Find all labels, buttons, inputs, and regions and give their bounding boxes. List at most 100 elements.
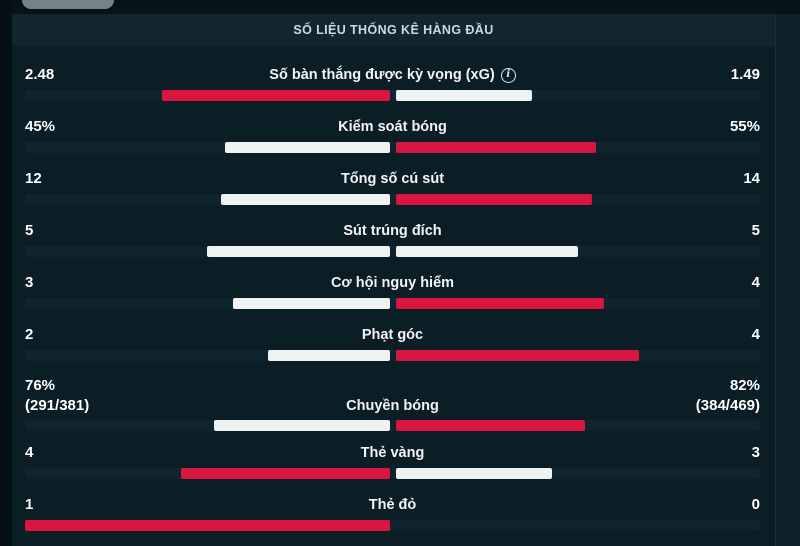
home-bar [233, 298, 390, 309]
home-value: 4 [25, 442, 135, 464]
stat-row-text: 5 Sút trúng đích i 5 [25, 220, 760, 242]
stat-row: 3 Cơ hội nguy hiểm i 4 [25, 272, 760, 324]
home-value: 45% [25, 116, 135, 138]
away-bar [395, 468, 552, 479]
left-edge-strip [0, 0, 12, 546]
stat-label-text: Số bàn thắng được kỳ vọng (xG) [269, 67, 495, 83]
home-bar [221, 194, 390, 205]
home-bar [225, 142, 390, 153]
stat-row-text: 3 Cơ hội nguy hiểm i 4 [25, 272, 760, 294]
away-value-main: 0 [751, 496, 760, 513]
away-bar-area [393, 194, 761, 205]
home-bar-area [25, 246, 393, 257]
stat-bar-track [25, 420, 760, 431]
stat-label-text: Thẻ đỏ [368, 497, 417, 513]
home-bar [207, 246, 390, 257]
home-bar-area [25, 468, 393, 479]
stat-row-text: 2 Phạt góc i 4 [25, 324, 760, 346]
stat-label-text: Phạt góc [361, 327, 424, 343]
stat-row-text: 2.48 Số bàn thắng được kỳ vọng (xG) i 1.… [25, 64, 760, 86]
stat-label: Phạt góc i [135, 324, 650, 346]
home-bar-area [25, 298, 393, 309]
stat-label: Chuyền bóng i [135, 396, 650, 416]
away-value-main: 55% [729, 118, 760, 135]
away-value-main: 4 [751, 326, 760, 343]
away-value: 4 [650, 272, 760, 294]
stat-label: Thẻ đỏ i [135, 494, 650, 516]
stat-row: 5 Sút trúng đích i 5 [25, 220, 760, 272]
away-bar-area [393, 298, 761, 309]
away-value: 4 [650, 324, 760, 346]
away-bar-area [393, 246, 761, 257]
stat-bar-track [25, 246, 760, 257]
stat-row-text: 76% (291/381) Chuyền bóng i 82% (384/469… [25, 376, 760, 416]
stat-label-text: Chuyền bóng [346, 398, 439, 414]
away-bar [395, 194, 592, 205]
home-value-main: 2.48 [25, 66, 55, 83]
stat-row: 2 Phạt góc i 4 [25, 324, 760, 376]
stat-label: Thẻ vàng i [135, 442, 650, 464]
away-bar-area [393, 520, 761, 531]
stat-label-text: Sút trúng đích [343, 223, 442, 239]
home-value-main: 4 [25, 444, 34, 461]
home-bar [268, 350, 390, 361]
stat-row: 76% (291/381) Chuyền bóng i 82% (384/469… [25, 376, 760, 442]
stat-row-text: 12 Tổng số cú sút i 14 [25, 168, 760, 190]
away-value-sub: (384/469) [695, 397, 760, 414]
info-icon[interactable]: i [500, 67, 516, 83]
away-bar-area [393, 350, 761, 361]
away-value-main: 1.49 [730, 66, 760, 83]
away-value-main: 4 [751, 274, 760, 291]
home-value-main: 12 [25, 170, 42, 187]
away-bar [395, 298, 604, 309]
stat-bar-track [25, 90, 760, 101]
away-bar-area [393, 420, 761, 431]
stat-label-text: Cơ hội nguy hiểm [330, 275, 455, 291]
stat-label-text: Kiểm soát bóng [338, 119, 447, 135]
away-value: 55% [650, 116, 760, 138]
home-bar-area [25, 350, 393, 361]
home-value: 2.48 [25, 64, 135, 86]
stat-row-text: 4 Thẻ vàng i 3 [25, 442, 760, 464]
away-bar [395, 420, 585, 431]
home-value-main: 45% [25, 118, 56, 135]
away-value: 5 [650, 220, 760, 242]
home-bar [214, 420, 390, 431]
home-value: 1 [25, 494, 135, 516]
stat-label-text: Tổng số cú sút [340, 171, 445, 187]
stat-bar-track [25, 350, 760, 361]
section-title: SỐ LIỆU THỐNG KÊ HÀNG ĐẦU [293, 23, 494, 37]
away-bar-area [393, 142, 761, 153]
stat-row: 1 Thẻ đỏ i 0 [25, 494, 760, 546]
away-bar-area [393, 90, 761, 101]
stat-label: Số bàn thắng được kỳ vọng (xG) i [135, 64, 650, 86]
top-edge-strip [12, 0, 800, 14]
away-value-main: 82% [729, 377, 760, 394]
stats-list: 2.48 Số bàn thắng được kỳ vọng (xG) i 1.… [0, 46, 800, 546]
away-bar [395, 246, 578, 257]
home-bar-area [25, 194, 393, 205]
away-value: 0 [650, 494, 760, 516]
stats-section-header: SỐ LIỆU THỐNG KÊ HÀNG ĐẦU [12, 14, 775, 46]
home-value-main: 5 [25, 222, 34, 239]
right-edge-strip [775, 0, 800, 546]
stat-label: Kiểm soát bóng i [135, 116, 650, 138]
home-bar [25, 520, 390, 531]
stat-bar-track [25, 142, 760, 153]
away-value: 3 [650, 442, 760, 464]
away-value: 14 [650, 168, 760, 190]
stat-row-text: 1 Thẻ đỏ i 0 [25, 494, 760, 516]
home-value-main: 1 [25, 496, 34, 513]
home-value: 12 [25, 168, 135, 190]
home-value: 5 [25, 220, 135, 242]
top-tab-button[interactable] [22, 0, 114, 9]
home-bar-area [25, 420, 393, 431]
home-value: 3 [25, 272, 135, 294]
stat-label: Tổng số cú sút i [135, 168, 650, 190]
stat-row: 45% Kiểm soát bóng i 55% [25, 116, 760, 168]
stat-label: Sút trúng đích i [135, 220, 650, 242]
home-bar [181, 468, 390, 479]
home-bar-area [25, 520, 393, 531]
away-value-main: 5 [751, 222, 760, 239]
stat-bar-track [25, 194, 760, 205]
